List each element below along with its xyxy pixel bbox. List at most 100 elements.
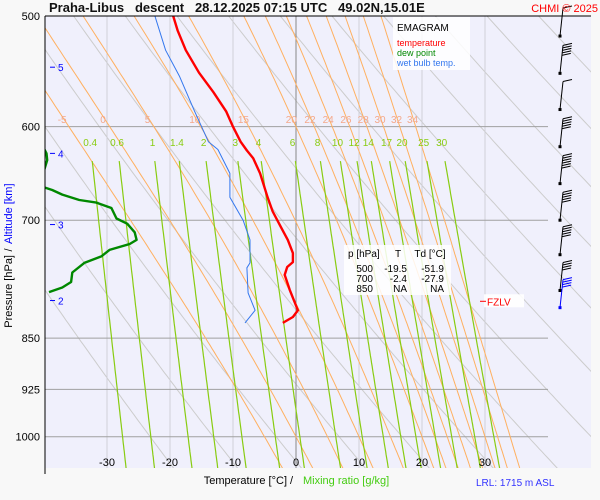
mixing-ratio-line bbox=[178, 161, 219, 468]
wind-barb-feather bbox=[562, 79, 573, 83]
temperature-line bbox=[172, 16, 300, 324]
mixing-ratio-line bbox=[294, 161, 342, 468]
pseudo-adiabat-label: 30 bbox=[375, 115, 387, 126]
mixing-ratio-line bbox=[370, 160, 422, 468]
wind-barb-feather bbox=[561, 199, 571, 203]
wind-barb-feather bbox=[562, 194, 572, 198]
wind-barb-feather bbox=[562, 226, 572, 230]
mixing-ratio-line bbox=[118, 161, 156, 468]
wind-barb-feather bbox=[561, 123, 572, 127]
wind-barb-feather bbox=[561, 163, 571, 167]
wind-barb-feather bbox=[562, 47, 572, 51]
wind-barb-feather bbox=[562, 265, 572, 269]
pseudo-adiabat-label: 32 bbox=[391, 115, 403, 126]
wind-barb-feather bbox=[561, 52, 571, 56]
mixing-ratio-line bbox=[91, 161, 127, 468]
wind-barb-icon bbox=[558, 79, 573, 112]
wind-barb-feather bbox=[562, 45, 572, 49]
wind-barb-station bbox=[558, 182, 562, 186]
mixing-ratio-line bbox=[404, 160, 458, 468]
y-tick-label: 925 bbox=[22, 384, 40, 396]
mixing-ratio-line bbox=[356, 160, 407, 468]
mixing-ratio-label: 0.4 bbox=[83, 138, 97, 149]
mixing-ratio-line bbox=[205, 161, 247, 468]
wind-barb-icon bbox=[558, 277, 573, 310]
mixing-ratio-label: 30 bbox=[436, 138, 448, 149]
wind-barb-station bbox=[558, 108, 562, 112]
mixing-ratio-line bbox=[260, 161, 305, 468]
wind-barb-feather bbox=[561, 197, 572, 201]
mixing-ratio-label: 2 bbox=[201, 138, 207, 149]
mixing-ratio-label: 3 bbox=[233, 138, 239, 149]
fzlv-label: FZLV bbox=[487, 297, 511, 308]
dry-adiabat-line bbox=[124, 16, 494, 468]
mixing-ratio-lines bbox=[91, 160, 501, 468]
mixing-ratio-label: 20 bbox=[396, 138, 408, 149]
dry-adiabat-line bbox=[45, 289, 175, 468]
dew-point-line bbox=[45, 186, 138, 294]
pseudo-adiabat-line bbox=[45, 26, 314, 468]
mixing-ratio-label: 1.4 bbox=[170, 138, 184, 149]
mixing-ratio-line bbox=[426, 160, 481, 468]
wind-barb-feather bbox=[562, 282, 572, 286]
wind-barb-icon bbox=[558, 260, 573, 293]
legend: EMAGRAM temperature dew point wet bulb t… bbox=[393, 17, 470, 70]
pseudo-adiabat-line bbox=[82, 16, 344, 468]
fzlv-marker: FZLV bbox=[480, 294, 524, 308]
x-tick-label: 0 bbox=[293, 457, 299, 469]
dry-adiabat-line bbox=[279, 16, 591, 373]
chart-title: Praha-Libus descent 28.12.2025 07:15 UTC… bbox=[49, 0, 425, 15]
wind-barb-feather bbox=[562, 118, 572, 122]
pseudo-adiabat-label: 5 bbox=[145, 115, 151, 126]
table-cell: 500 bbox=[356, 264, 373, 275]
wind-barb-feather bbox=[562, 229, 572, 233]
wind-barb-feather bbox=[561, 267, 572, 271]
table-cell: -51.9 bbox=[421, 264, 444, 275]
pseudo-adiabat-label: 26 bbox=[340, 115, 352, 126]
wind-barb-feather bbox=[562, 158, 572, 162]
table-cell: 700 bbox=[356, 274, 373, 285]
wind-barb-feather bbox=[562, 192, 572, 196]
dry-adiabat-line bbox=[45, 205, 239, 468]
wind-barb-feather bbox=[562, 262, 572, 266]
table-cell: -19.5 bbox=[384, 264, 407, 275]
mixing-ratio-label: 1 bbox=[150, 138, 156, 149]
wet-bulb-temp-line bbox=[154, 16, 256, 324]
mixing-ratio-label: 4 bbox=[256, 138, 262, 149]
y-tick-label: 850 bbox=[22, 333, 40, 345]
table-header-t: T bbox=[395, 249, 401, 260]
legend-temperature: temperature bbox=[397, 38, 446, 48]
x-tick-label: 20 bbox=[416, 457, 428, 469]
table-cell: NA bbox=[393, 284, 407, 295]
mixing-ratio-line bbox=[389, 161, 442, 468]
level-table: p [hPa] T Td [°C] 500 -19.5 -51.9 700 -2… bbox=[344, 245, 451, 295]
mixing-ratio-label: 17 bbox=[381, 138, 393, 149]
wind-barb-station bbox=[558, 218, 562, 222]
pseudo-adiabat-label: 20 bbox=[286, 115, 298, 126]
wind-barb-feather bbox=[562, 5, 573, 9]
x-tick-label: 10 bbox=[353, 457, 365, 469]
x-axis-label: Temperature [°C] bbox=[204, 475, 287, 487]
mixing-ratio-label: 6 bbox=[290, 138, 296, 149]
dry-adiabat-line bbox=[486, 16, 591, 130]
dry-adiabat-line bbox=[331, 16, 591, 309]
profiles bbox=[45, 16, 300, 324]
mixing-ratio-label: 14 bbox=[363, 138, 375, 149]
dry-adiabat-line bbox=[434, 16, 591, 188]
copyright: CHMI © 2025 bbox=[531, 3, 598, 15]
lrl-label: LRL: 1715 m ASL bbox=[476, 478, 555, 489]
altitude-tick-label: 2 bbox=[58, 297, 64, 308]
wind-barb-feather bbox=[562, 260, 573, 264]
altitude-tick-label: 4 bbox=[58, 149, 64, 160]
dry-adiabat-line bbox=[45, 125, 303, 468]
dry-adiabat-line bbox=[382, 16, 591, 248]
wind-barb-feather bbox=[561, 160, 572, 164]
mixing-ratio-line bbox=[154, 161, 193, 468]
pseudo-adiabat-line bbox=[188, 16, 404, 468]
wind-barb-feather bbox=[561, 234, 571, 238]
wind-barb-icon bbox=[558, 189, 573, 222]
wind-barb-feather bbox=[561, 50, 572, 54]
table-cell: 850 bbox=[356, 284, 373, 295]
